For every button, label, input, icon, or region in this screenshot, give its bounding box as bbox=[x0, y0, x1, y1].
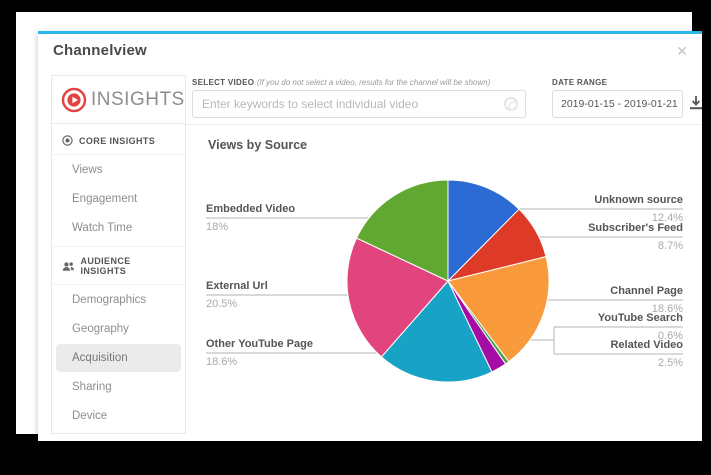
brand-name: INSIGHTS bbox=[91, 88, 185, 110]
views-by-source-pie-chart: Unknown source 12.4% Subscriber's Feed 8… bbox=[187, 153, 707, 433]
pie-label-unknown-source: Unknown source bbox=[594, 194, 683, 206]
pie-label-youtube-search: YouTube Search bbox=[597, 312, 683, 324]
close-icon[interactable]: ✕ bbox=[676, 43, 688, 59]
sidebar-item-sharing[interactable]: Sharing bbox=[72, 381, 112, 393]
pie-label-other-youtube-page: Other YouTube Page bbox=[206, 338, 313, 350]
channelview-modal: Channelview ✕ INSIGHTS SELECT VIDEO (If … bbox=[38, 31, 702, 441]
pie-value-unknown-source: 12.4% bbox=[651, 212, 683, 224]
pie-slice-external-url[interactable] bbox=[346, 237, 449, 358]
sidebar-item-acquisition[interactable]: Acquisition bbox=[56, 344, 181, 372]
date-range-value: 2019-01-15 - 2019-01-21 bbox=[561, 98, 678, 110]
brand-logo: INSIGHTS bbox=[51, 75, 186, 124]
pie-label-embedded-video: Embedded Video bbox=[206, 203, 296, 215]
pie-slice-channel-page[interactable] bbox=[447, 256, 550, 363]
bullseye-icon bbox=[62, 135, 73, 146]
pie-value-other-youtube-page: 18.6% bbox=[206, 356, 238, 368]
download-button[interactable] bbox=[688, 95, 706, 113]
sidebar: CORE INSIGHTS Views Engagement Watch Tim… bbox=[51, 124, 186, 434]
page-background: Channelview ✕ INSIGHTS SELECT VIDEO (If … bbox=[16, 12, 702, 441]
pie-label-subscribers-feed: Subscriber's Feed bbox=[588, 222, 683, 234]
sidebar-item-demographics[interactable]: Demographics bbox=[72, 294, 147, 306]
pie-slice-other-youtube-page[interactable] bbox=[380, 280, 493, 383]
modal-title: Channelview bbox=[53, 42, 147, 59]
sidebar-section-core-insights: CORE INSIGHTS bbox=[52, 126, 185, 155]
chart-title: Views by Source bbox=[208, 138, 308, 152]
pie-slice-unknown-source[interactable] bbox=[447, 179, 520, 283]
pie-label-channel-page: Channel Page bbox=[610, 285, 683, 297]
pie-slice-embedded-video[interactable] bbox=[355, 179, 449, 282]
sidebar-item-geography[interactable]: Geography bbox=[72, 323, 129, 335]
sidebar-item-watch-time[interactable]: Watch Time bbox=[72, 222, 133, 234]
select-video-label: SELECT VIDEO (If you do not select a vid… bbox=[192, 78, 491, 87]
pie-value-embedded-video: 18% bbox=[206, 221, 229, 233]
pie-value-external-url: 20.5% bbox=[206, 298, 238, 310]
pie-value-subscribers-feed: 8.7% bbox=[657, 240, 683, 252]
download-icon bbox=[690, 96, 702, 110]
pie-chart-canvas bbox=[206, 179, 683, 383]
users-icon bbox=[62, 261, 74, 271]
select-video-input[interactable] bbox=[192, 90, 526, 118]
pie-label-related-video: Related Video bbox=[610, 339, 683, 351]
pie-slices bbox=[346, 179, 550, 383]
target-icon bbox=[504, 97, 518, 111]
pie-value-channel-page: 18.6% bbox=[651, 303, 683, 315]
sidebar-section-audience-insights: AUDIENCE INSIGHTS bbox=[52, 246, 185, 285]
pie-value-related-video: 2.5% bbox=[657, 357, 683, 369]
select-video-note: (If you do not select a video, results f… bbox=[256, 78, 491, 87]
date-range-input[interactable]: 2019-01-15 - 2019-01-21 bbox=[552, 90, 683, 118]
sidebar-item-engagement[interactable]: Engagement bbox=[72, 193, 138, 205]
pie-label-external-url: External Url bbox=[206, 280, 268, 292]
date-range-label: DATE RANGE bbox=[552, 78, 608, 87]
play-circle-icon bbox=[61, 87, 87, 112]
toolbar-divider bbox=[186, 124, 702, 125]
sidebar-item-device[interactable]: Device bbox=[72, 410, 108, 422]
pie-value-youtube-search: 0.6% bbox=[657, 330, 683, 342]
sidebar-item-views[interactable]: Views bbox=[72, 164, 103, 176]
